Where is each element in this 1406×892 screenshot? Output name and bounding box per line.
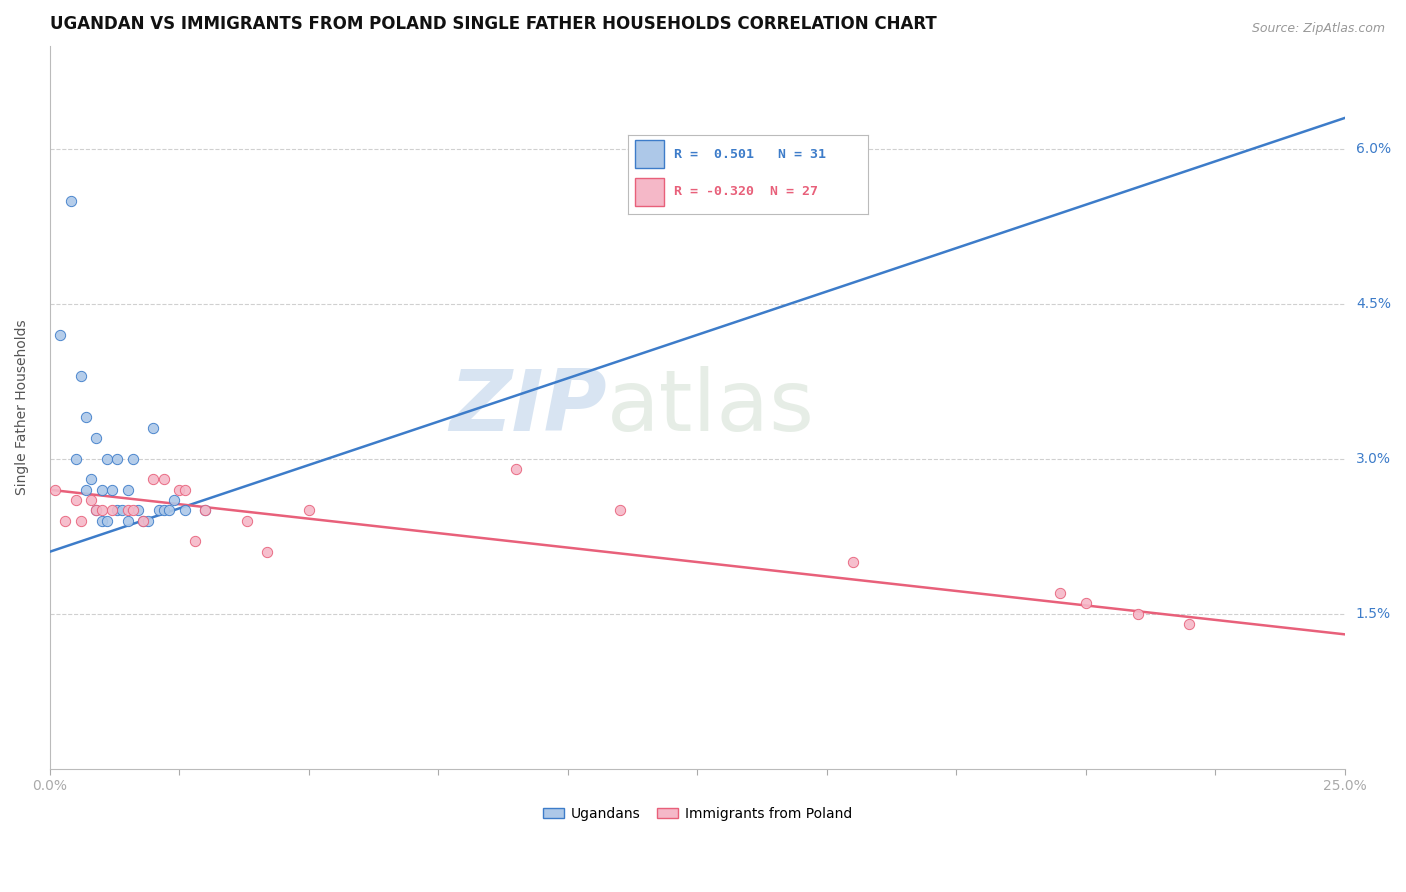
Point — [1178, 617, 1201, 632]
Text: UGANDAN VS IMMIGRANTS FROM POLAND SINGLE FATHER HOUSEHOLDS CORRELATION CHART: UGANDAN VS IMMIGRANTS FROM POLAND SINGLE… — [49, 15, 936, 33]
Point — [80, 493, 103, 508]
Text: ZIP: ZIP — [449, 366, 606, 449]
Point — [1049, 586, 1071, 600]
Point — [1126, 607, 1149, 621]
Point — [86, 503, 108, 517]
Point — [75, 483, 97, 497]
Bar — [636, 178, 664, 205]
Point — [117, 514, 139, 528]
Point — [105, 503, 128, 517]
Point — [1074, 596, 1097, 610]
Point — [841, 555, 863, 569]
Point — [609, 503, 631, 517]
Point — [117, 483, 139, 497]
Point — [90, 514, 112, 528]
Text: 4.5%: 4.5% — [1355, 297, 1391, 310]
Point — [96, 514, 118, 528]
Point — [111, 503, 134, 517]
Point — [86, 503, 108, 517]
Point — [65, 493, 87, 508]
Point — [127, 503, 149, 517]
Point — [59, 194, 82, 208]
Point — [90, 483, 112, 497]
Point — [53, 514, 76, 528]
Point — [152, 472, 174, 486]
Point — [142, 472, 165, 486]
Point — [121, 503, 143, 517]
Point — [96, 451, 118, 466]
Point — [173, 503, 195, 517]
Point — [65, 451, 87, 466]
Legend: Ugandans, Immigrants from Poland: Ugandans, Immigrants from Poland — [537, 802, 858, 827]
Point — [661, 142, 683, 156]
Point — [169, 483, 191, 497]
Text: 6.0%: 6.0% — [1355, 142, 1391, 156]
Point — [101, 483, 124, 497]
Point — [194, 503, 217, 517]
Point — [121, 451, 143, 466]
Point — [44, 483, 66, 497]
Point — [152, 503, 174, 517]
Point — [75, 410, 97, 425]
Point — [194, 503, 217, 517]
Point — [235, 514, 257, 528]
Point — [505, 462, 527, 476]
Point — [173, 483, 195, 497]
Text: 1.5%: 1.5% — [1355, 607, 1391, 621]
Point — [70, 369, 93, 384]
Text: 3.0%: 3.0% — [1355, 451, 1391, 466]
Point — [132, 514, 155, 528]
Point — [184, 534, 207, 549]
Text: R = -0.320  N = 27: R = -0.320 N = 27 — [673, 185, 817, 198]
Point — [142, 421, 165, 435]
Point — [49, 327, 72, 342]
Point — [157, 503, 180, 517]
Point — [163, 493, 186, 508]
Point — [132, 514, 155, 528]
Point — [80, 472, 103, 486]
Point — [70, 514, 93, 528]
Text: R =  0.501   N = 31: R = 0.501 N = 31 — [673, 148, 825, 161]
Point — [86, 431, 108, 445]
Point — [298, 503, 321, 517]
Text: Source: ZipAtlas.com: Source: ZipAtlas.com — [1251, 22, 1385, 36]
Point — [101, 503, 124, 517]
Point — [105, 451, 128, 466]
Point — [256, 545, 278, 559]
Point — [148, 503, 170, 517]
Text: atlas: atlas — [606, 366, 814, 449]
Bar — [636, 140, 664, 168]
Point — [117, 503, 139, 517]
Point — [136, 514, 159, 528]
Y-axis label: Single Father Households: Single Father Households — [15, 319, 30, 495]
Point — [90, 503, 112, 517]
